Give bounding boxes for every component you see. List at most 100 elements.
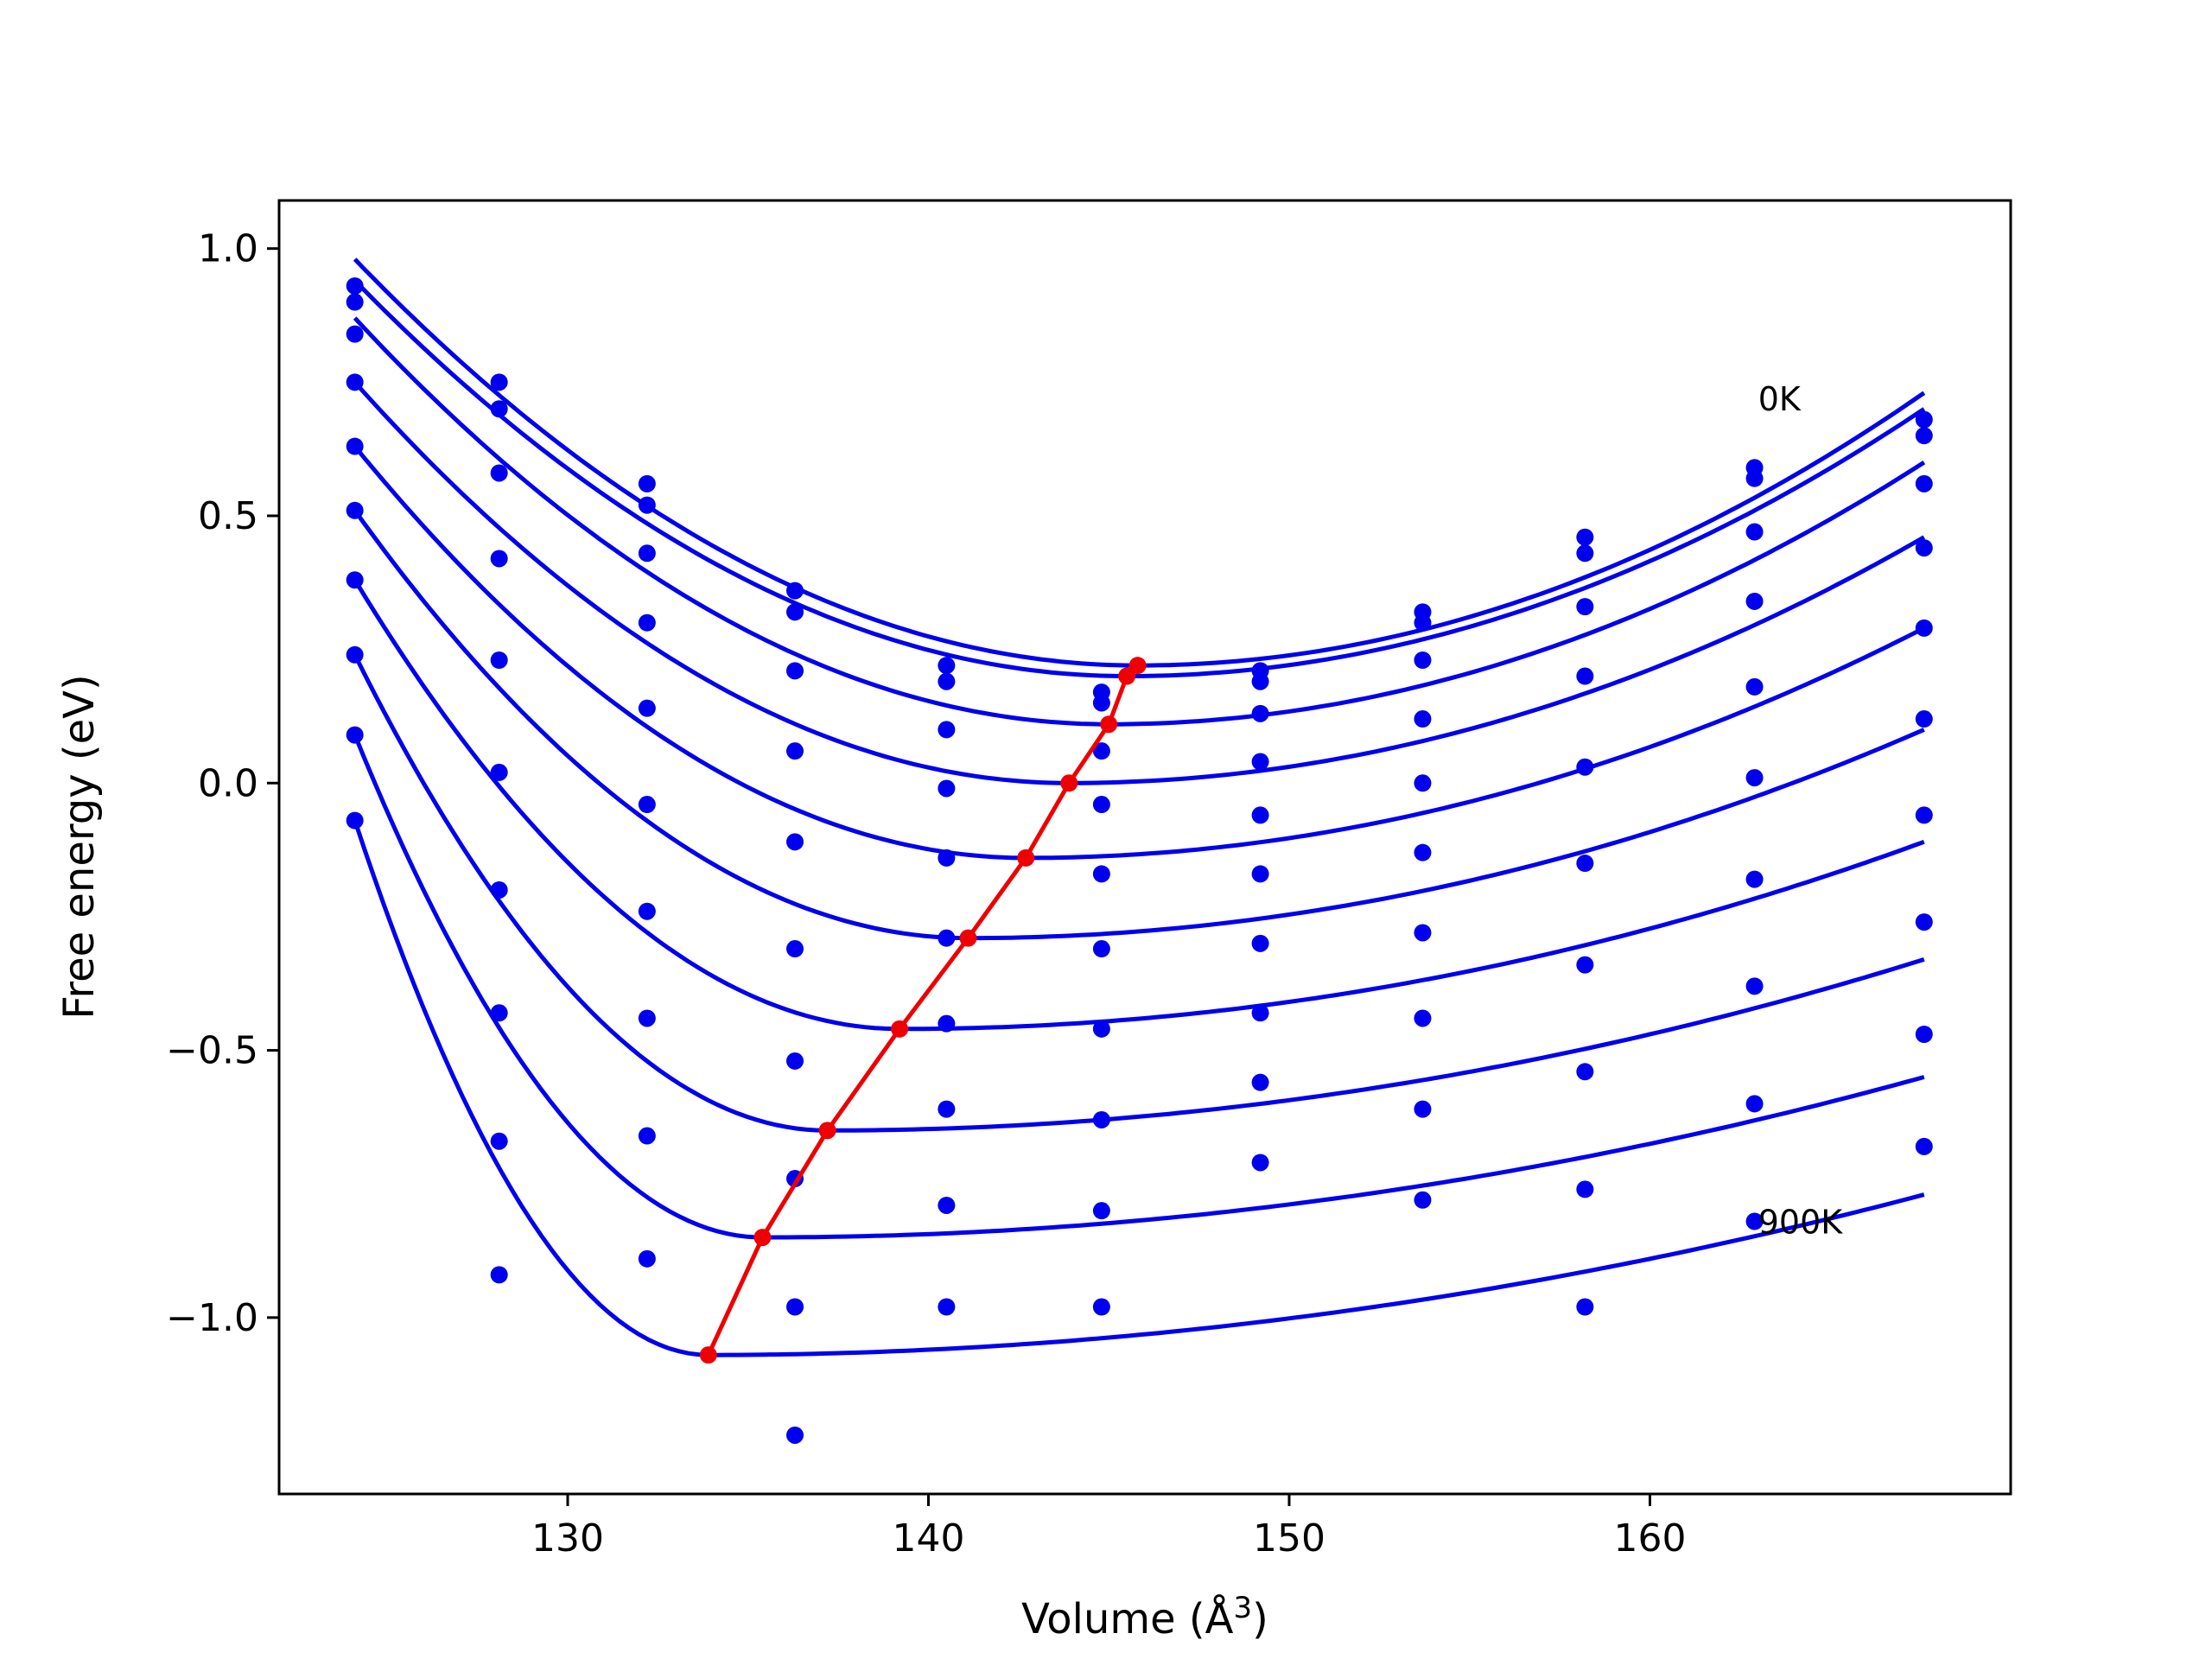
data-point <box>1745 677 1764 696</box>
data-point <box>1576 758 1594 776</box>
data-point <box>1414 843 1432 861</box>
data-point <box>1414 651 1432 669</box>
minimum-point <box>891 1020 909 1038</box>
data-point <box>1576 855 1594 873</box>
data-point <box>786 833 804 851</box>
data-point <box>638 1249 656 1268</box>
temperature-label: 0K <box>1758 380 1802 418</box>
data-point <box>938 849 956 867</box>
minimum-point <box>1128 657 1147 675</box>
fit-curve-3 <box>353 316 1926 727</box>
data-point <box>1745 769 1764 787</box>
data-point <box>1092 694 1110 712</box>
data-point <box>1745 977 1764 995</box>
data-point <box>346 501 364 519</box>
y-tick-label: −1.0 <box>166 1296 258 1340</box>
data-point <box>638 1009 656 1027</box>
data-point <box>1414 613 1432 632</box>
data-point <box>638 613 656 632</box>
data-point <box>1576 1180 1594 1198</box>
data-point <box>1915 806 1933 824</box>
fit-curve-5 <box>353 445 1925 861</box>
data-point <box>786 1052 804 1070</box>
x-tick-label: 150 <box>1253 1516 1325 1560</box>
data-point <box>938 1298 956 1316</box>
data-point <box>1092 742 1110 760</box>
data-point <box>1745 523 1764 541</box>
data-point <box>346 325 364 343</box>
data-point <box>786 940 804 958</box>
data-point <box>938 929 956 947</box>
x-tick-label: 140 <box>893 1516 965 1560</box>
data-point <box>1915 619 1933 637</box>
data-point <box>1576 667 1594 685</box>
data-point <box>638 544 656 563</box>
data-point <box>1251 934 1269 952</box>
data-point <box>1576 1298 1594 1316</box>
data-point <box>346 437 364 455</box>
fit-curve-6 <box>353 509 1925 941</box>
data-point <box>1092 1020 1110 1038</box>
data-point <box>1414 710 1432 728</box>
temperature-label: 900K <box>1758 1204 1844 1242</box>
data-point <box>1915 1137 1933 1155</box>
data-point <box>1251 1154 1269 1172</box>
data-point <box>1092 1298 1110 1316</box>
data-point <box>638 796 656 814</box>
fit-curve-7 <box>353 578 1925 1032</box>
data-point <box>1414 924 1432 942</box>
data-point <box>1576 544 1594 563</box>
minimum-polyline <box>706 664 1140 1357</box>
data-point <box>786 1298 804 1316</box>
minimum-point <box>699 1346 717 1364</box>
minimum-point <box>1060 774 1078 792</box>
y-axis-ticks: 1.0 0.5 0.0 −0.5 −1.0 <box>166 227 279 1340</box>
data-point <box>938 721 956 739</box>
data-point <box>786 603 804 621</box>
data-point <box>1251 704 1269 722</box>
data-point <box>1414 1100 1432 1118</box>
data-point <box>490 373 508 391</box>
data-point <box>490 1004 508 1022</box>
data-point <box>1915 427 1933 445</box>
y-tick-label: 1.0 <box>198 227 258 271</box>
x-tick-label: 160 <box>1614 1516 1687 1560</box>
data-point <box>1745 469 1764 487</box>
minimum-point <box>818 1122 836 1140</box>
data-point <box>1092 1202 1110 1220</box>
fit-curves <box>353 257 1926 1357</box>
data-point <box>638 1127 656 1145</box>
data-point <box>1092 1110 1110 1128</box>
data-point <box>490 1132 508 1150</box>
data-point <box>1745 870 1764 888</box>
data-point <box>938 1100 956 1118</box>
data-point <box>1251 865 1269 883</box>
data-point <box>786 662 804 680</box>
data-point <box>490 550 508 568</box>
data-point <box>490 400 508 418</box>
fit-curve-10 <box>353 819 1925 1357</box>
data-point <box>1414 774 1432 792</box>
data-point <box>490 651 508 669</box>
data-point <box>1915 1026 1933 1044</box>
data-point <box>1576 528 1594 546</box>
x-axis-label: Volume (Å3) <box>1021 1591 1268 1643</box>
fit-curve-8 <box>353 653 1925 1133</box>
data-point <box>346 726 364 744</box>
y-tick-label: 0.5 <box>198 494 258 538</box>
fit-curve-4 <box>353 380 1926 785</box>
minimum-point <box>1118 667 1136 685</box>
data-point <box>1745 1212 1764 1230</box>
data-point <box>1745 592 1764 610</box>
data-point <box>490 880 508 899</box>
data-point <box>1915 474 1933 493</box>
data-point <box>1251 753 1269 771</box>
data-point <box>346 811 364 830</box>
data-point <box>786 742 804 760</box>
data-point <box>1915 913 1933 931</box>
data-point <box>1092 940 1110 958</box>
data-point <box>638 474 656 493</box>
minimum-point <box>1100 715 1118 734</box>
data-point <box>938 779 956 798</box>
